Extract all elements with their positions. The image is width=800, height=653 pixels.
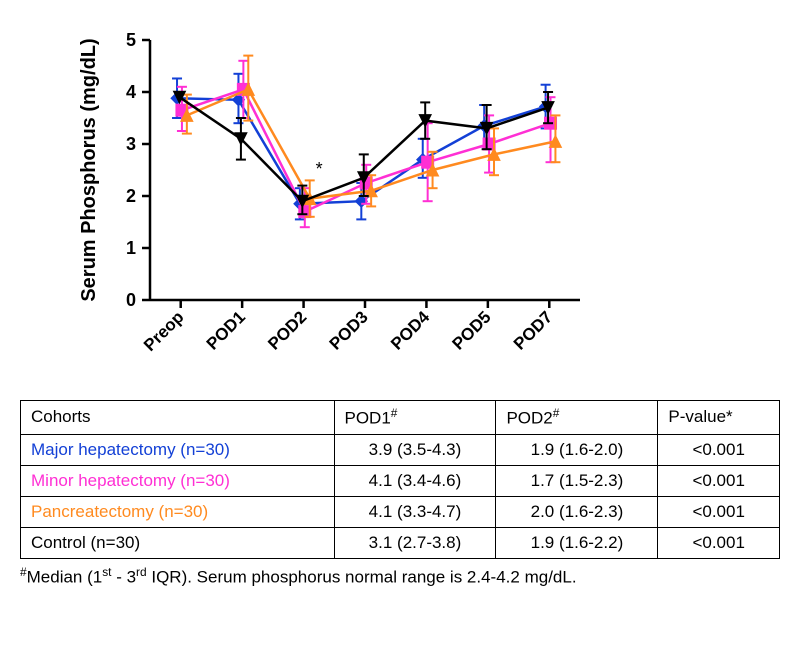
cohort-label: Major hepatectomy (n=30) [21, 434, 335, 465]
table-row: Minor hepatectomy (n=30)4.1 (3.4-4.6)1.7… [21, 465, 780, 496]
pod1-cell: 3.1 (2.7-3.8) [334, 527, 496, 558]
cohort-label: Control (n=30) [21, 527, 335, 558]
svg-text:POD5: POD5 [449, 307, 495, 353]
col-header: POD2# [496, 401, 658, 435]
svg-text:1: 1 [126, 238, 136, 258]
cohort-table: CohortsPOD1#POD2#P-value* Major hepatect… [20, 400, 780, 559]
svg-text:POD3: POD3 [326, 307, 372, 353]
chart-container: 0 1 2 3 4 5 Preop POD1 POD2 POD3 POD4 POD5 POD7 Serum… [50, 20, 610, 385]
pvalue-cell: <0.001 [658, 465, 780, 496]
col-header: POD1# [334, 401, 496, 435]
pod1-cell: 4.1 (3.4-4.6) [334, 465, 496, 496]
table-row: Major hepatectomy (n=30)3.9 (3.5-4.3)1.9… [21, 434, 780, 465]
pod1-cell: 4.1 (3.3-4.7) [334, 496, 496, 527]
svg-text:POD7: POD7 [510, 307, 556, 353]
cohort-label: Minor hepatectomy (n=30) [21, 465, 335, 496]
svg-text:Serum Phosphorus (mg/dL): Serum Phosphorus (mg/dL) [78, 38, 100, 301]
footnote-hash: # [20, 565, 27, 579]
svg-text:*: * [316, 159, 323, 179]
svg-text:3: 3 [126, 134, 136, 154]
svg-text:POD1: POD1 [203, 307, 249, 353]
pod2-cell: 1.7 (1.5-2.3) [496, 465, 658, 496]
pod2-cell: 2.0 (1.6-2.3) [496, 496, 658, 527]
pvalue-cell: <0.001 [658, 434, 780, 465]
svg-text:4: 4 [126, 82, 136, 102]
pvalue-cell: <0.001 [658, 527, 780, 558]
col-header: Cohorts [21, 401, 335, 435]
pod2-cell: 1.9 (1.6-2.0) [496, 434, 658, 465]
pvalue-cell: <0.001 [658, 496, 780, 527]
cohort-table-container: CohortsPOD1#POD2#P-value* Major hepatect… [20, 400, 780, 587]
svg-text:Preop: Preop [140, 307, 188, 355]
svg-text:POD2: POD2 [264, 307, 310, 353]
svg-text:POD4: POD4 [387, 307, 434, 354]
table-row: Control (n=30)3.1 (2.7-3.8)1.9 (1.6-2.2)… [21, 527, 780, 558]
footnote: #Median (1st - 3rd IQR). Serum phosphoru… [20, 565, 780, 588]
svg-text:0: 0 [126, 290, 136, 310]
cohort-label: Pancreatectomy (n=30) [21, 496, 335, 527]
pod1-cell: 3.9 (3.5-4.3) [334, 434, 496, 465]
svg-text:5: 5 [126, 30, 136, 50]
svg-text:2: 2 [126, 186, 136, 206]
table-row: Pancreatectomy (n=30)4.1 (3.3-4.7)2.0 (1… [21, 496, 780, 527]
pod2-cell: 1.9 (1.6-2.2) [496, 527, 658, 558]
col-header: P-value* [658, 401, 780, 435]
serum-phosphorus-chart: 0 1 2 3 4 5 Preop POD1 POD2 POD3 POD4 POD5 POD7 Serum… [50, 20, 610, 380]
